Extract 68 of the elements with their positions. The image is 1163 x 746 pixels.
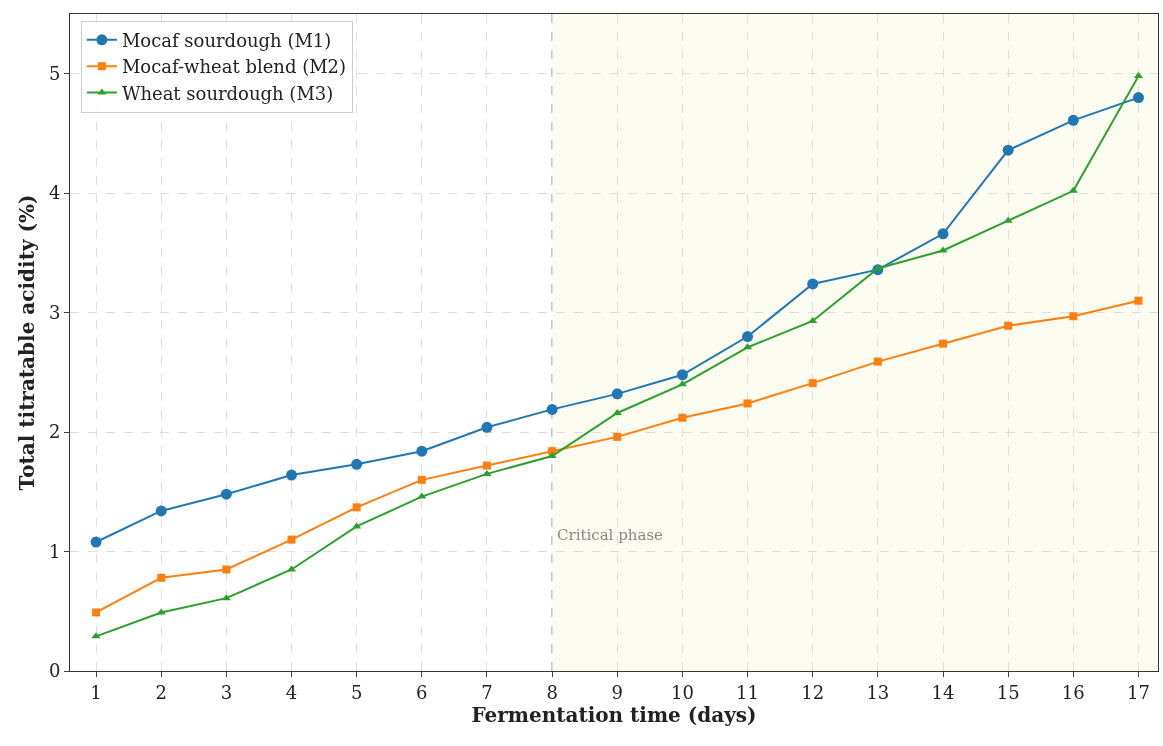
x-tick-label: 8	[546, 681, 558, 703]
point	[352, 503, 361, 512]
x-tick-label: 16	[1061, 681, 1085, 703]
point	[416, 445, 428, 457]
point	[222, 565, 231, 574]
y-tick-label: 5	[48, 63, 61, 85]
point	[546, 403, 558, 415]
point	[937, 228, 949, 240]
x-tick-label: 14	[931, 681, 955, 703]
point	[1067, 114, 1079, 126]
point	[808, 379, 817, 388]
x-tick-label: 4	[285, 681, 298, 703]
y-tick-label: 0	[48, 660, 61, 682]
x-tick-label: 13	[866, 681, 890, 703]
y-axis-title: Total titratable acidity (%)	[15, 194, 40, 491]
x-tick-label: 17	[1127, 681, 1150, 703]
point	[939, 339, 948, 348]
x-axis-title: Fermentation time (days)	[471, 703, 757, 728]
point	[351, 458, 363, 470]
point	[92, 608, 101, 617]
point	[90, 536, 102, 548]
point	[807, 278, 819, 290]
point	[1134, 296, 1143, 305]
x-tick-label: 15	[996, 681, 1020, 703]
point	[286, 469, 298, 481]
point	[481, 421, 493, 433]
point	[220, 488, 232, 500]
x-tick-label: 2	[155, 681, 167, 703]
point	[482, 461, 491, 470]
point	[221, 594, 231, 601]
point	[742, 331, 754, 343]
y-tick-label: 1	[48, 540, 61, 562]
point	[613, 432, 622, 441]
point	[743, 399, 752, 408]
ref-line-label: Critical phase	[557, 526, 664, 544]
x-tick-label: 10	[670, 681, 694, 703]
point	[1002, 144, 1014, 156]
legend-label: Wheat sourdough (M3)	[121, 82, 334, 104]
y-tick-label: 4	[48, 182, 61, 204]
point	[157, 573, 166, 582]
point	[287, 535, 296, 544]
point	[1069, 312, 1078, 321]
point	[873, 357, 882, 366]
x-tick-label: 11	[736, 681, 760, 703]
point	[678, 413, 687, 422]
legend-label: Mocaf-wheat blend (M2)	[121, 56, 347, 78]
x-tick-label: 3	[220, 681, 233, 703]
point	[1004, 321, 1013, 330]
point	[1068, 186, 1078, 193]
legend-label: Mocaf sourdough (M1)	[121, 29, 332, 51]
x-tick-label: 6	[416, 681, 428, 703]
point	[417, 492, 427, 499]
x-tick-label: 7	[481, 681, 493, 703]
point	[155, 505, 167, 517]
point	[612, 408, 622, 415]
y-tick-label: 3	[48, 301, 61, 323]
point	[938, 246, 948, 253]
point	[482, 469, 492, 476]
point	[417, 475, 426, 484]
x-tick-label: 9	[611, 681, 623, 703]
x-tick-label: 5	[350, 681, 363, 703]
y-tick-label: 2	[48, 421, 61, 443]
point	[1132, 92, 1144, 104]
x-tick-label: 12	[801, 681, 825, 703]
x-tick-label: 1	[90, 681, 102, 703]
point	[611, 388, 623, 400]
point	[676, 369, 688, 381]
point	[1003, 216, 1013, 223]
